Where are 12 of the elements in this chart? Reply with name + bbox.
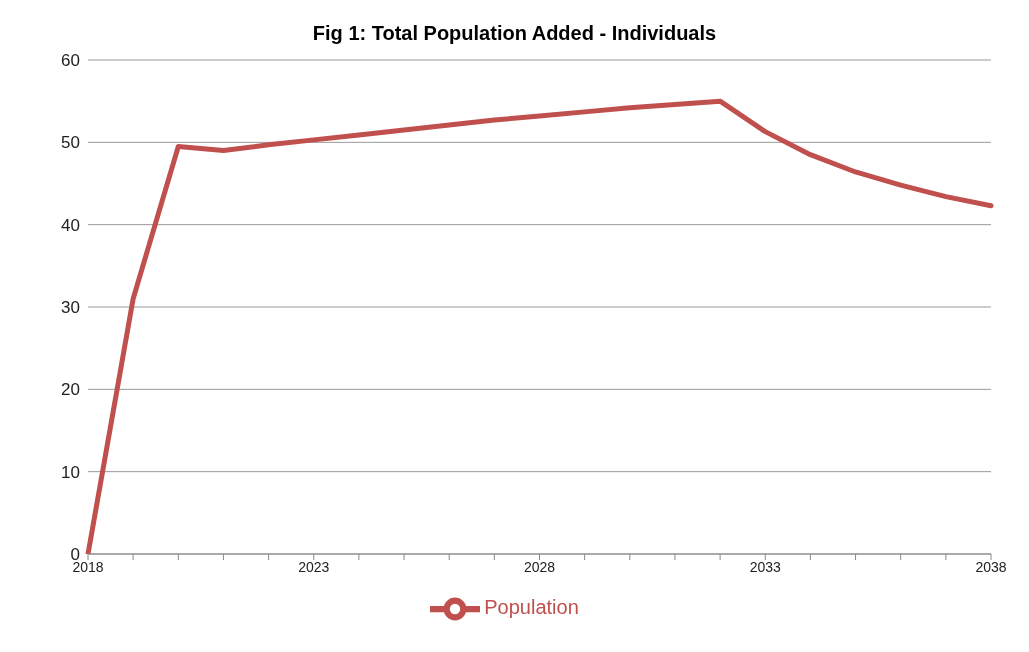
y-tick-label: 40: [61, 215, 80, 235]
x-tick-label: 2028: [523, 558, 556, 575]
y-tick-label: 60: [61, 51, 80, 71]
legend-label: Population: [484, 596, 579, 619]
chart-title: Fig 1: Total Population Added - Individuals: [311, 21, 718, 46]
x-tick-label: 2038: [975, 558, 1007, 575]
y-tick-label: 20: [61, 380, 80, 400]
y-tick-label: 30: [61, 298, 80, 318]
y-tick-label: 50: [61, 133, 80, 153]
x-tick-label: 2033: [749, 558, 782, 575]
x-tick-label: 2023: [298, 558, 330, 575]
y-tick-label: 10: [61, 462, 80, 482]
